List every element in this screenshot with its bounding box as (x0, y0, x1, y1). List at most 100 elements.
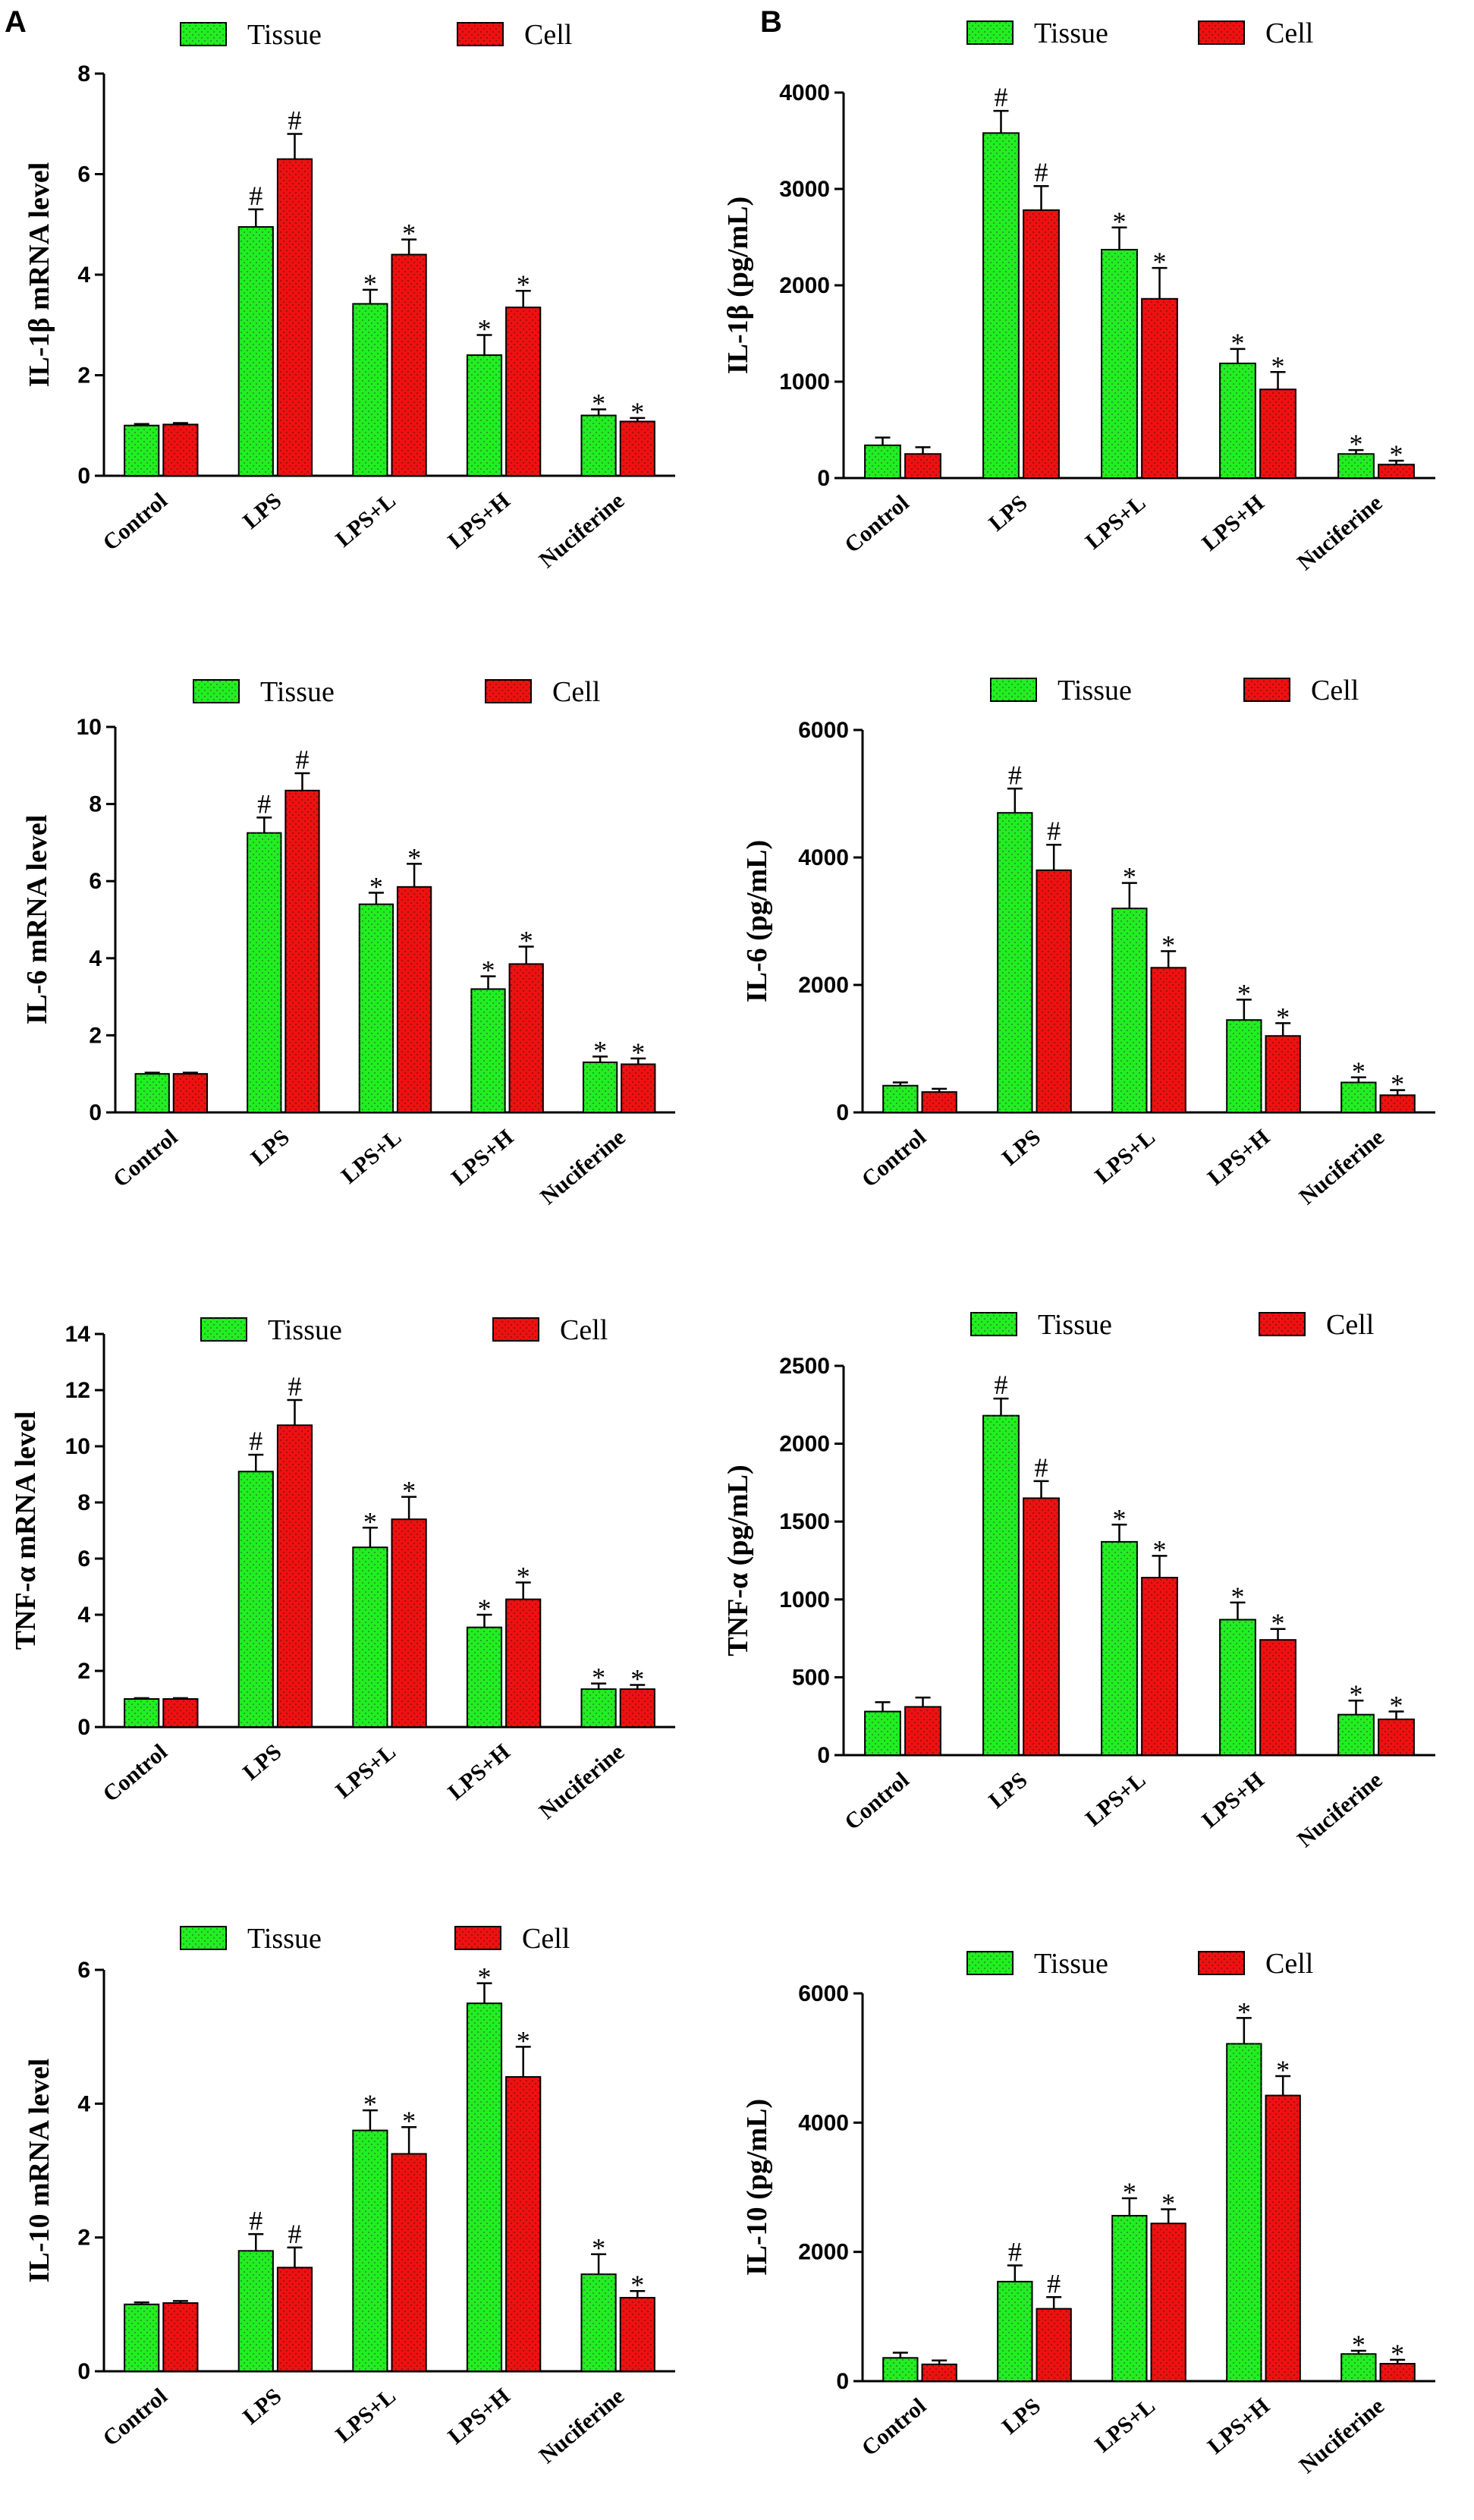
bar-texture-tissue (353, 2130, 388, 2371)
y-tick-label: 2000 (798, 2240, 849, 2265)
significance-marker-tissue: * (1112, 206, 1126, 237)
bar-texture-tissue (1341, 1082, 1376, 1112)
significance-marker-tissue: * (363, 269, 377, 299)
category-label: LPS+L (1081, 1767, 1151, 1831)
y-tick-label: 0 (77, 464, 90, 489)
y-tick-label: 10 (77, 715, 102, 740)
bar-texture-cell (391, 1519, 426, 1727)
significance-marker-tissue: * (477, 1593, 491, 1624)
y-axis-label: IL-6 (pg/mL) (741, 840, 773, 1002)
significance-marker-cell: # (1035, 1452, 1048, 1483)
significance-marker-cell: * (1161, 930, 1175, 960)
legend-swatch-texture-cell (493, 1318, 539, 1341)
bar-texture-tissue (883, 1085, 918, 1112)
significance-marker-cell: * (1276, 2055, 1290, 2085)
legend-label-cell: Cell (522, 1923, 570, 1955)
charts-container: 0 2 4 6 8 IL-1β mRNA level Control # # LPS * * LPS+L… (10, 17, 1435, 2478)
significance-marker-tissue: # (1008, 760, 1022, 790)
bar-texture-cell (1380, 1095, 1415, 1112)
bar-texture-tissue (865, 1711, 900, 1755)
bar-texture-tissue (1227, 2043, 1262, 2381)
bar-texture-cell (1142, 1578, 1177, 1755)
bar-texture-cell (1151, 2223, 1186, 2381)
bar-texture-tissue (983, 1415, 1019, 1755)
bar-texture-tissue (1220, 1619, 1256, 1755)
bar-texture-cell (277, 1425, 313, 1727)
bar-texture-tissue (1112, 908, 1147, 1112)
bar-texture-cell (391, 2153, 426, 2371)
bar-texture-cell (1260, 389, 1296, 478)
chart-b2: 0 2000 4000 6000 IL-6 (pg/mL) Control # # LPS * * L… (741, 675, 1435, 1210)
y-tick-label: 12 (65, 1378, 90, 1403)
legend-label-tissue: Tissue (1058, 675, 1132, 706)
significance-marker-tissue: # (249, 181, 262, 211)
significance-marker-cell: * (1391, 1069, 1404, 1100)
bar-texture-cell (1036, 870, 1071, 1112)
bar-texture-cell (1265, 1036, 1300, 1112)
significance-marker-cell: * (402, 1476, 416, 1506)
significance-marker-tissue: * (363, 2089, 377, 2119)
bar-texture-cell (391, 254, 426, 476)
category-label: LPS+H (443, 1739, 514, 1805)
panel-label-a: A (5, 5, 27, 39)
category-label: LPS+L (331, 2383, 401, 2447)
bar-texture-tissue (471, 989, 505, 1112)
bar-texture-tissue (1220, 363, 1256, 478)
bar-texture-tissue (238, 2251, 273, 2371)
bar-texture-tissue (124, 425, 159, 476)
y-tick-label: 2 (77, 1659, 90, 1684)
bar-texture-tissue (865, 445, 900, 478)
y-tick-label: 500 (792, 1665, 830, 1690)
category-label: Nuciferine (1294, 1125, 1389, 1210)
category-label: LPS+L (1090, 1125, 1160, 1188)
legend-label-cell: Cell (552, 676, 600, 708)
significance-marker-cell: * (1276, 1002, 1290, 1032)
category-label: LPS (238, 488, 286, 534)
bar-texture-tissue (1338, 1714, 1374, 1755)
chart-b1: 0 1000 2000 3000 4000 IL-1β (pg/mL) Control # # L… (722, 17, 1435, 575)
y-tick-label: 1000 (779, 1587, 830, 1612)
y-tick-label: 0 (836, 1100, 849, 1125)
bar-texture-tissue (124, 2304, 159, 2371)
category-label: Control (857, 2393, 931, 2461)
y-tick-label: 2000 (779, 273, 830, 298)
legend-label-tissue: Tissue (247, 1923, 322, 1955)
y-tick-label: 6 (77, 162, 90, 187)
significance-marker-cell: * (1271, 351, 1285, 381)
bar-texture-cell (163, 2303, 198, 2371)
bar-texture-tissue (983, 133, 1019, 478)
y-tick-label: 4 (77, 263, 90, 288)
significance-marker-tissue: * (369, 871, 383, 901)
legend-swatch-texture-tissue (991, 678, 1036, 701)
significance-marker-cell: * (517, 1561, 530, 1591)
y-tick-label: 3000 (779, 177, 830, 202)
significance-marker-cell: * (517, 269, 530, 300)
category-label: Control (840, 490, 913, 558)
y-tick-label: 8 (77, 1490, 90, 1515)
significance-marker-tissue: * (1230, 1581, 1244, 1612)
significance-marker-cell: # (288, 2219, 302, 2249)
y-tick-label: 0 (77, 2359, 90, 2384)
significance-marker-tissue: * (1123, 2177, 1136, 2207)
bar-texture-tissue (998, 813, 1032, 1112)
category-label: Control (108, 1125, 182, 1192)
bar-texture-cell (173, 1074, 208, 1112)
y-tick-label: 2 (89, 1023, 102, 1048)
y-tick-label: 0 (836, 2369, 849, 2394)
legend-label-cell: Cell (1326, 1309, 1374, 1341)
bar-texture-tissue (1102, 250, 1137, 478)
legend-label-tissue: Tissue (1034, 17, 1108, 49)
legend-label-cell: Cell (524, 19, 572, 51)
bar-texture-cell (506, 307, 541, 476)
category-label: LPS+H (443, 488, 514, 554)
y-tick-label: 4000 (798, 845, 849, 870)
significance-marker-cell: * (1153, 1534, 1167, 1565)
significance-marker-tissue: # (249, 2205, 262, 2235)
legend-swatch-texture-cell (1199, 21, 1244, 44)
bar-texture-cell (1142, 298, 1177, 478)
y-tick-label: 10 (65, 1434, 90, 1459)
significance-marker-cell: * (517, 2025, 530, 2056)
y-tick-label: 4 (89, 946, 102, 971)
significance-marker-cell: * (1390, 439, 1403, 470)
legend-label-cell: Cell (1265, 17, 1313, 49)
